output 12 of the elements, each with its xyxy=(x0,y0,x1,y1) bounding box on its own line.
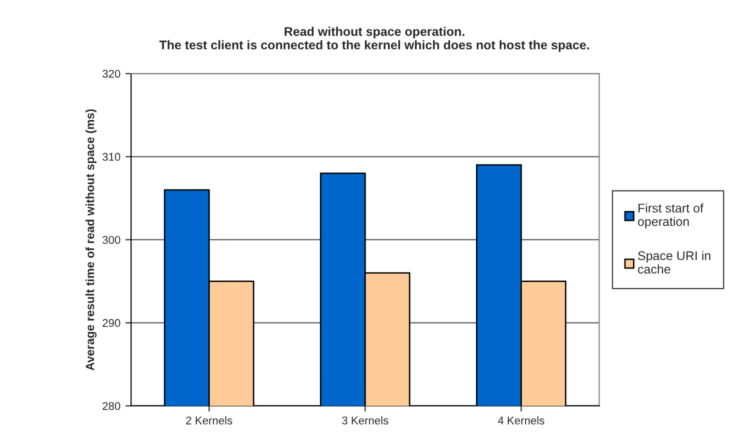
y-tick-label: 320 xyxy=(102,70,120,78)
x-tick-label: 3 Kernels xyxy=(342,416,388,424)
legend-label: Space URI in cache xyxy=(638,250,710,274)
legend-label: First start of operation xyxy=(638,203,704,228)
y-tick-label: 310 xyxy=(102,152,120,161)
y-tick-label: 290 xyxy=(102,319,120,327)
x-tick-label: 4 Kernels xyxy=(498,416,544,424)
y-axis-title: Average result time of read without space (ms) xyxy=(86,109,97,370)
y-tick-label: 300 xyxy=(102,236,120,244)
x-tick-label: 2 Kernels xyxy=(186,416,232,424)
y-tick-label: 280 xyxy=(102,402,120,410)
chart-title: Read without space operation. The test client is connected to the kernel which does not host the space. xyxy=(159,26,589,52)
